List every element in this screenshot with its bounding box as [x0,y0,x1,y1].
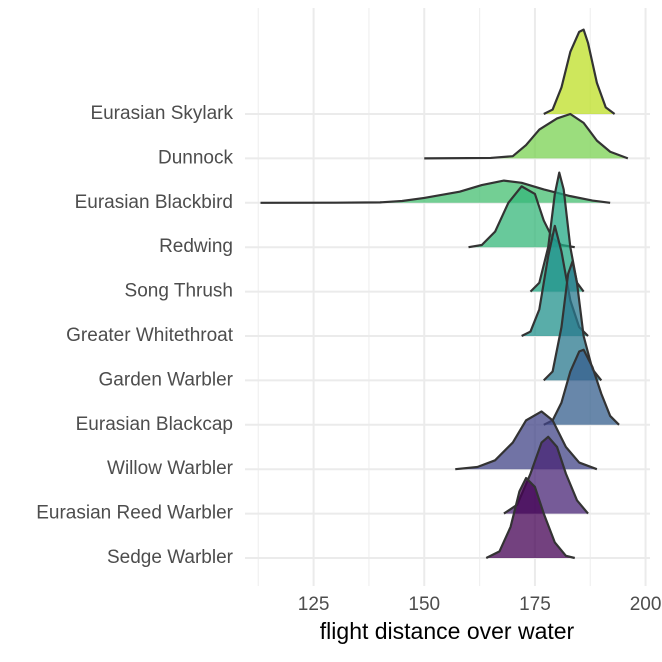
y-tick-label: Redwing [159,236,233,257]
ridge-line [485,476,576,560]
y-tick-label: Eurasian Blackbird [75,192,233,213]
ridge-line [424,112,629,160]
ridge-line [260,179,611,204]
x-tick-label: 125 [298,594,330,615]
ridge-line [455,410,598,471]
y-tick-label: Sedge Warbler [107,547,234,568]
ridge-line [543,28,616,115]
ridge-area [424,114,628,159]
ridge-line [542,260,603,382]
y-tick-label: Garden Warbler [99,369,234,390]
x-tick-label: 175 [519,594,551,615]
y-tick-label: Willow Warbler [107,458,234,479]
ridge-area [543,349,620,425]
ridge-area [455,411,597,470]
x-tick-label: 150 [408,594,440,615]
ridge-area [543,29,615,114]
ridge-line [543,348,620,426]
y-tick-label: Eurasian Skylark [90,103,233,124]
x-tick-label: 200 [630,594,662,615]
x-axis-title: flight distance over water [320,618,575,644]
y-tick-label: Greater Whitethroat [66,325,234,346]
y-tick-label: Eurasian Reed Warbler [36,503,233,524]
y-tick-label: Eurasian Blackcap [76,414,233,435]
y-tick-label: Dunnock [158,147,233,168]
y-tick-label: Song Thrush [125,281,233,302]
